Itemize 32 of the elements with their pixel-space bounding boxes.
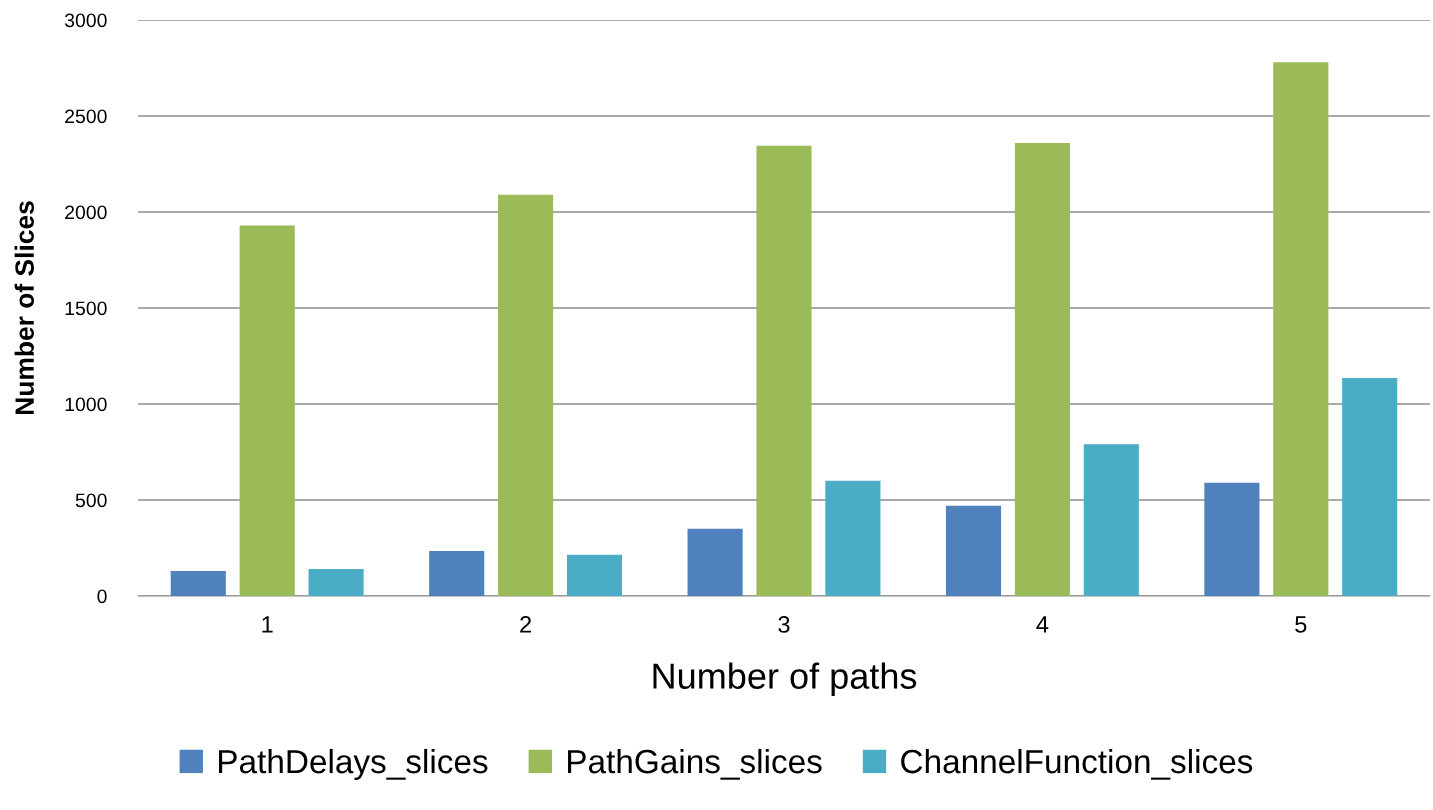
- bar: [498, 194, 554, 596]
- y-tick-label: 1000: [65, 397, 107, 412]
- legend-label: PathGains_slices: [568, 748, 822, 780]
- bar: [308, 569, 364, 596]
- bar: [1083, 444, 1139, 596]
- bar: [429, 550, 485, 596]
- x-axis-title: Number of paths: [653, 662, 917, 697]
- y-tick-label: 3000: [64, 13, 107, 28]
- y-tick-label: 2000: [65, 205, 107, 220]
- x-tick-label: 3: [778, 616, 790, 633]
- bar: [756, 145, 812, 596]
- y-axis-title: Number of Slices: [14, 201, 34, 415]
- y-tick-label: 0: [97, 589, 107, 604]
- legend-label: PathDelays_slices: [219, 748, 488, 780]
- bar: [1273, 62, 1329, 596]
- x-tick-label: 2: [520, 616, 531, 633]
- x-tick-label: 5: [1295, 616, 1307, 633]
- y-tick-label: 500: [75, 493, 107, 508]
- x-tick-label: 1: [262, 616, 273, 633]
- bar: [945, 505, 1002, 596]
- bar: [170, 571, 226, 596]
- bar: [1014, 142, 1070, 596]
- bar: [1204, 482, 1260, 596]
- x-tick-label: 4: [1036, 616, 1049, 633]
- legend-label: ChannelFunction_slices: [901, 748, 1253, 780]
- y-tick-label: 1500: [65, 301, 107, 316]
- bar: [1342, 378, 1398, 596]
- bar: [566, 554, 623, 596]
- bar: [825, 480, 881, 596]
- y-tick-label: 2500: [65, 109, 107, 124]
- bar: [239, 225, 295, 596]
- bar: [687, 528, 743, 596]
